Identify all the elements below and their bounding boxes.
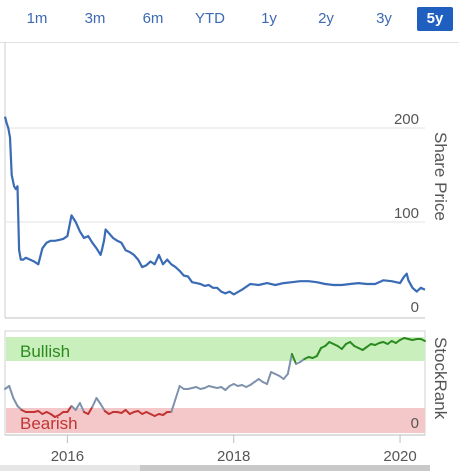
rank-series-segment bbox=[419, 338, 426, 342]
rank-series-segment bbox=[170, 398, 177, 413]
range-6m-button[interactable]: 6m bbox=[142, 10, 164, 27]
rank-series-segment bbox=[315, 347, 322, 357]
rank-band-label-bearish: Bearish bbox=[20, 414, 78, 433]
range-selector: 1m 3m 6m YTD 1y 2y 3y 5y bbox=[0, 0, 459, 38]
x-tick-label: 2018 bbox=[217, 448, 250, 465]
rank-tick-label: 0 bbox=[411, 415, 419, 432]
rank-series-segment bbox=[74, 402, 81, 411]
navigator-scroll-thumb[interactable] bbox=[140, 465, 430, 471]
range-ytd-button[interactable]: YTD bbox=[195, 10, 225, 27]
range-3m-button[interactable]: 3m bbox=[84, 10, 106, 27]
x-tick-label: 2016 bbox=[51, 448, 84, 465]
price-tick-label: 0 bbox=[411, 299, 419, 316]
range-2y-button[interactable]: 2y bbox=[318, 10, 334, 27]
rank-series-segment bbox=[286, 353, 293, 375]
rank-series-segment bbox=[290, 353, 298, 365]
rank-series-segment bbox=[12, 397, 19, 407]
rank-series-segment bbox=[266, 371, 273, 385]
price-tick-label: 100 bbox=[394, 205, 419, 222]
range-5y-button[interactable]: 5y bbox=[417, 7, 453, 31]
rank-series-segment bbox=[8, 385, 15, 399]
range-3y-button[interactable]: 3y bbox=[376, 10, 392, 27]
rank-band-bearish bbox=[6, 408, 425, 433]
rank-series-segment bbox=[87, 406, 94, 415]
rank-series-segment bbox=[99, 403, 106, 412]
rank-series-segment bbox=[174, 385, 181, 400]
range-1y-button[interactable]: 1y bbox=[261, 10, 277, 27]
price-series-line bbox=[3, 116, 426, 296]
range-divider bbox=[0, 42, 459, 43]
rank-band-bullish bbox=[6, 337, 425, 361]
price-tick-label: 200 bbox=[394, 111, 419, 128]
rank-axis-label: StockRank bbox=[431, 337, 450, 420]
rank-series-segment bbox=[340, 343, 347, 350]
rank-band-label-bullish: Bullish bbox=[20, 342, 70, 361]
rank-series-segment bbox=[282, 373, 289, 380]
x-tick-label: 2020 bbox=[383, 448, 416, 465]
rank-series-segment bbox=[66, 405, 73, 413]
rank-series-segment bbox=[91, 397, 98, 408]
rank-series-segment bbox=[95, 397, 102, 405]
price-axis-label: Share Price bbox=[431, 132, 450, 221]
range-1m-button[interactable]: 1m bbox=[26, 10, 48, 27]
rank-series-segment bbox=[78, 402, 85, 413]
